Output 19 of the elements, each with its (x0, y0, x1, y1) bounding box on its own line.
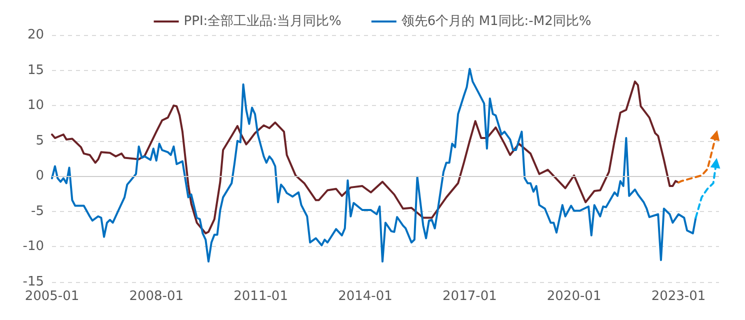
legend-label: 领先6个月的 M1同比:-M2同比% (401, 14, 592, 29)
y-tick-label: 5 (36, 133, 44, 148)
y-tick-label: 0 (36, 168, 44, 184)
x-tick-label: 2008-01 (129, 289, 184, 304)
legend-label: PPI:全部工业品:当月同比% (184, 14, 342, 29)
y-tick-label: -5 (31, 204, 44, 219)
y-tick-label: 15 (27, 62, 44, 78)
x-tick-label: 2017-01 (442, 289, 497, 304)
y-tick-label: 10 (27, 98, 44, 114)
x-tick-label: 2005-01 (24, 289, 80, 304)
x-tick-label: 2014-01 (338, 289, 392, 304)
line-series (51, 68, 697, 263)
line-series (51, 80, 680, 234)
y-tick-label: -15 (22, 274, 44, 290)
x-tick-label: 2023-01 (651, 289, 706, 304)
x-tick-label: 2011-01 (234, 289, 288, 304)
y-tick-label: -10 (22, 239, 44, 254)
x-tick-label: 2020-01 (546, 289, 602, 304)
y-tick-label: 20 (27, 28, 44, 42)
